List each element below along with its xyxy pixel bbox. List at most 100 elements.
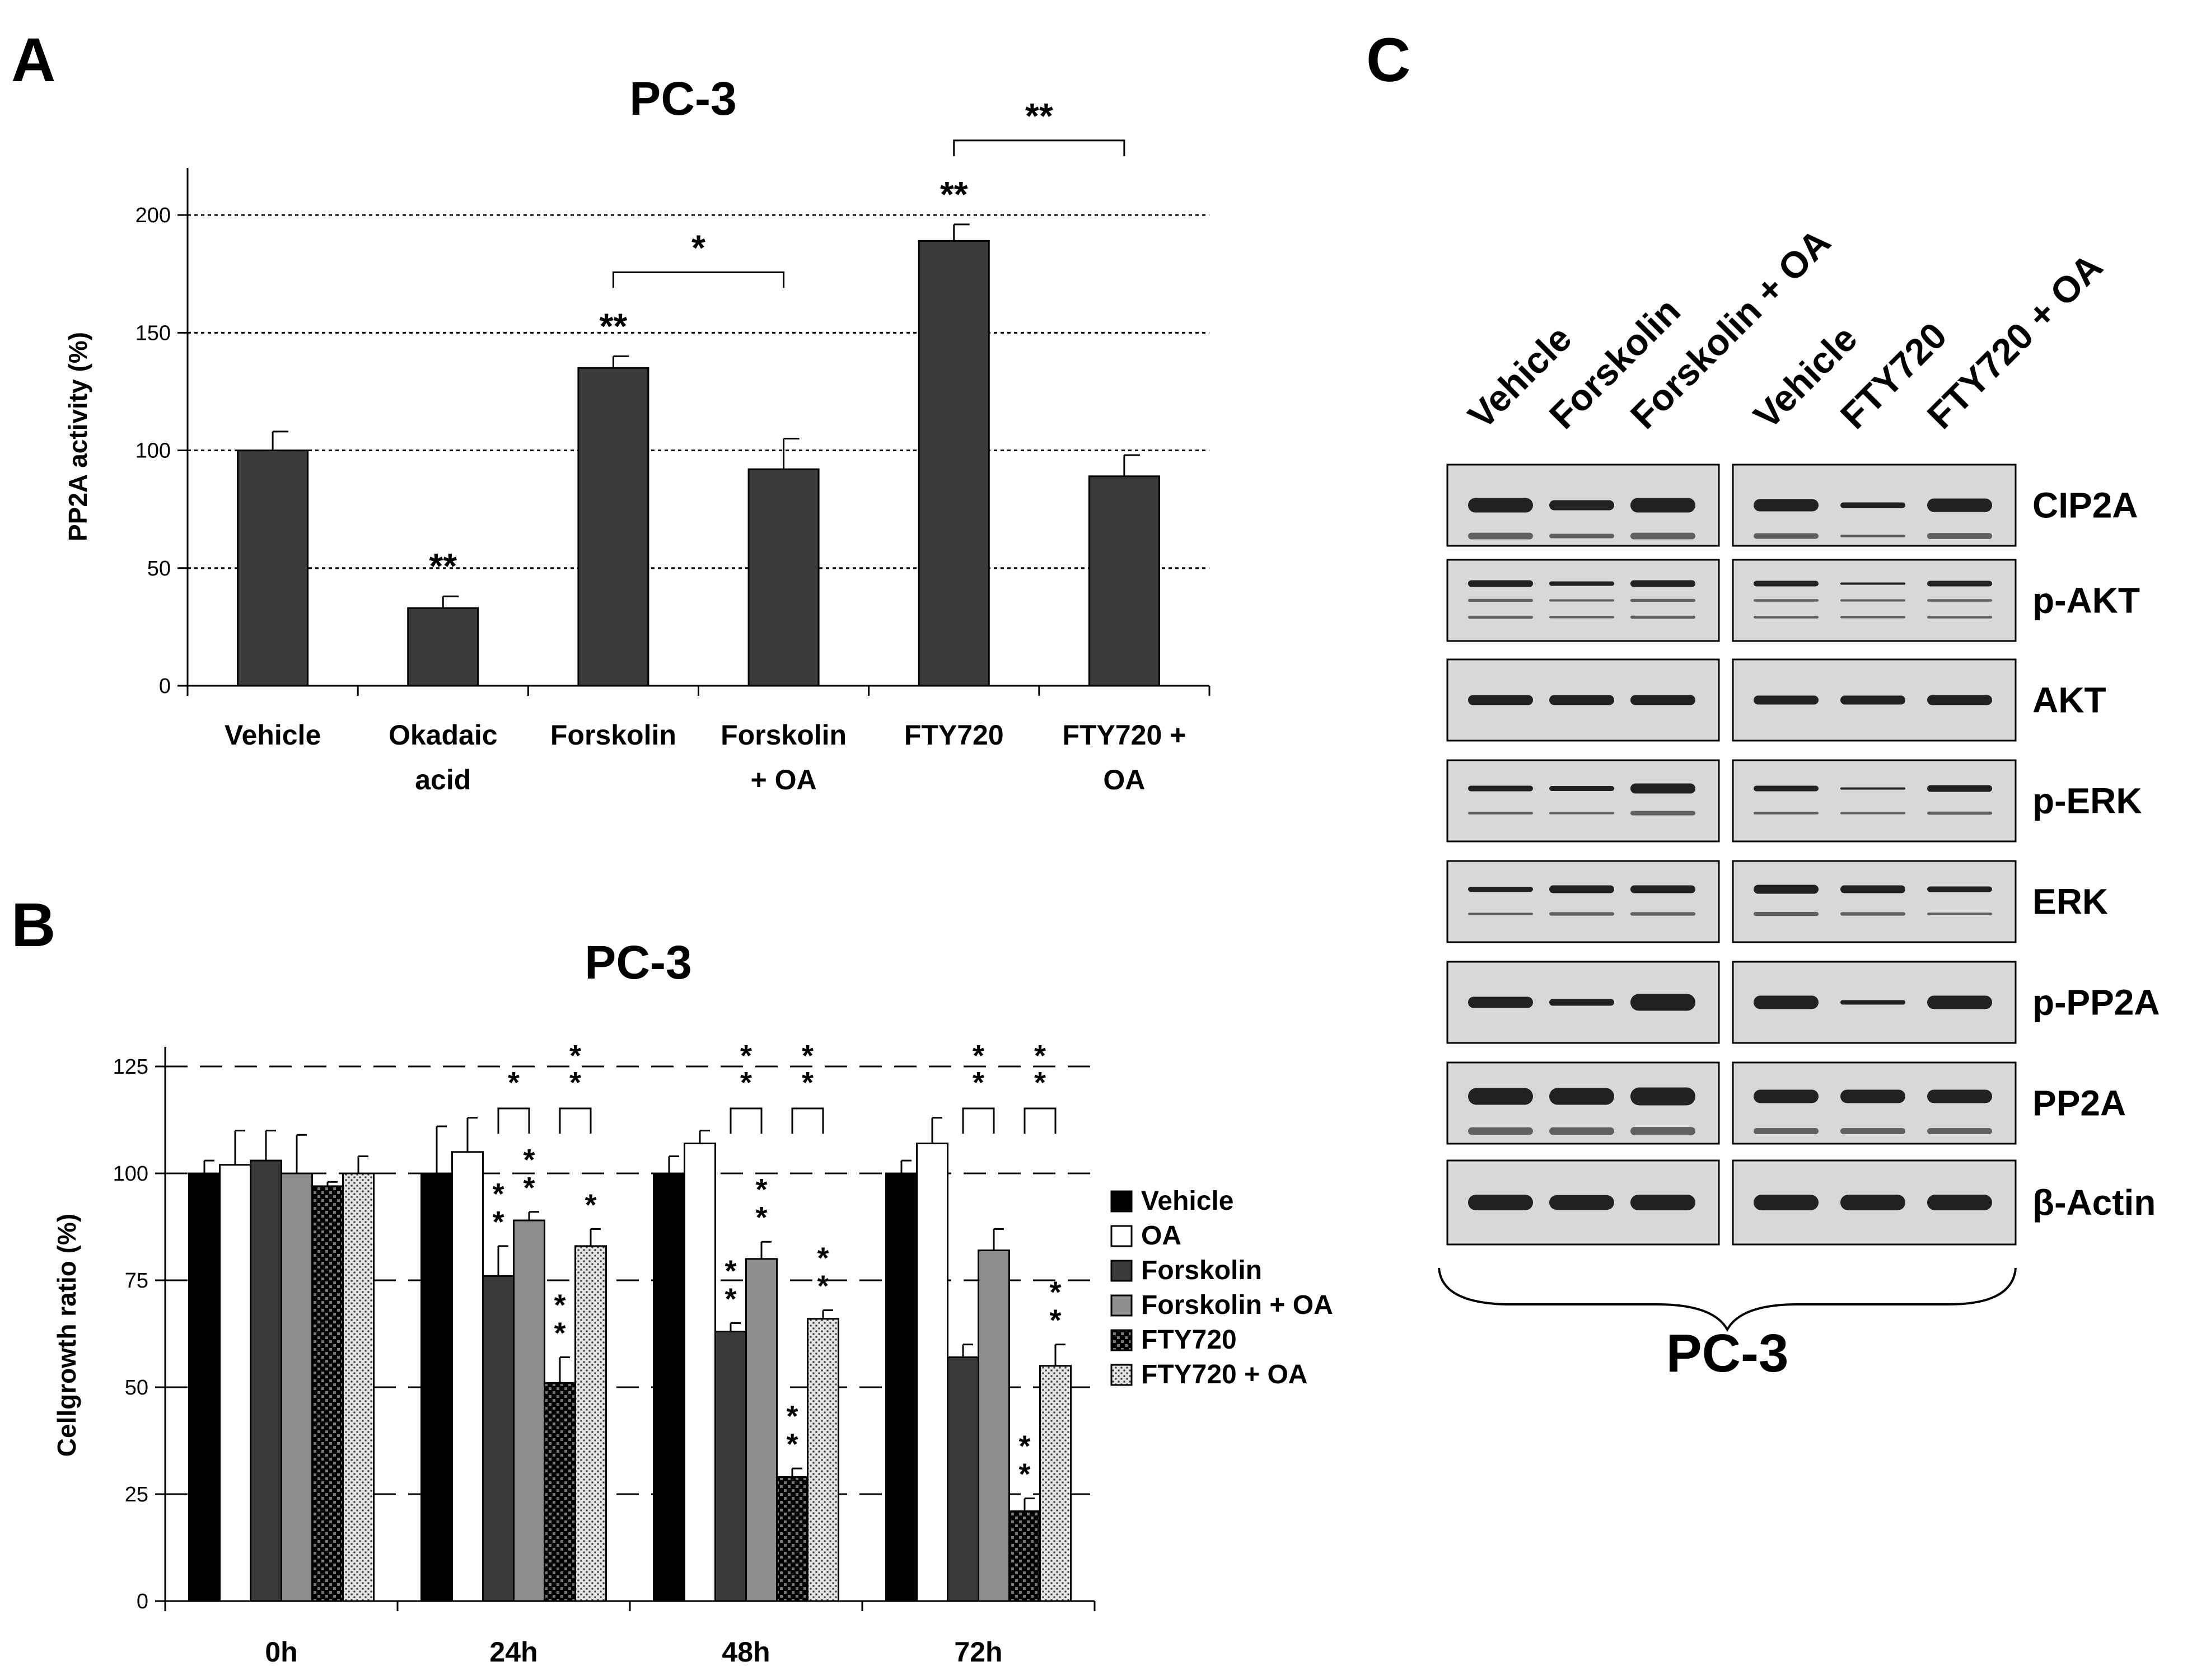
legend-label: Vehicle — [1141, 1186, 1233, 1216]
y-tick-label: 125 — [113, 1055, 148, 1079]
bar — [747, 468, 820, 687]
bar — [776, 1476, 808, 1602]
blot-band — [1927, 599, 1992, 602]
blot-band — [1754, 1089, 1819, 1103]
blot-band — [1630, 885, 1695, 893]
blot-band — [1630, 811, 1695, 816]
bar — [281, 1172, 313, 1602]
bar — [451, 1151, 484, 1602]
y-tick-label: 200 — [135, 204, 171, 227]
blot-membranes — [1446, 464, 2017, 1246]
blot-band — [1840, 695, 1905, 705]
blot-band — [1549, 695, 1614, 705]
blot-band — [1840, 1195, 1905, 1210]
y-tick-label: 25 — [125, 1483, 148, 1506]
blot-band — [1927, 811, 1992, 815]
bar — [745, 1258, 778, 1602]
panel-a-gridlines — [188, 214, 1209, 569]
blot-band — [1754, 785, 1819, 792]
blot-band — [1468, 785, 1533, 792]
bar — [342, 1172, 375, 1602]
protein-label: ERK — [2032, 882, 2108, 922]
bar — [978, 1250, 1010, 1602]
bar — [311, 1185, 344, 1602]
blot-cell-line-label: PC-3 — [1666, 1323, 1789, 1383]
significance-label: * — [1018, 1430, 1030, 1463]
blot-band — [1630, 598, 1695, 602]
panel-a: A PC-3 PP2A activity (%) 0 50 100 150 200 Ve… — [11, 26, 1210, 795]
x-tick-label: 24h — [489, 1636, 538, 1668]
panel-b: B PC-3 Cellgrowth ratio (%) 0 25 50 75 100 12… — [11, 891, 1333, 1668]
legend-label: Forskolin + OA — [1141, 1290, 1333, 1320]
x-tick-label: OA — [1103, 764, 1145, 795]
x-tick-label: Vehicle — [225, 719, 321, 751]
panel-a-significance: ********* — [429, 96, 1125, 586]
panel-b-y-axis-label: Cellgrowth ratio (%) — [52, 1214, 81, 1457]
blot-band — [1927, 1195, 1992, 1210]
bar — [250, 1159, 282, 1602]
y-tick-label: 50 — [147, 557, 171, 581]
panel-b-y-ticks: 0 25 50 75 100 125 — [113, 1055, 148, 1613]
panel-b-x-labels: 0h 24h 48h 72h — [265, 1636, 1002, 1668]
legend-label: OA — [1141, 1221, 1181, 1251]
bar — [407, 607, 479, 687]
blot-band — [1549, 812, 1614, 815]
blot-band — [1468, 580, 1533, 587]
significance-bracket — [559, 1107, 592, 1134]
significance-label: * — [492, 1177, 504, 1211]
significance-bracket — [612, 271, 785, 288]
blot-band — [1754, 885, 1819, 894]
legend-label: FTY720 + OA — [1141, 1360, 1307, 1389]
panel-a-axes — [177, 168, 1210, 696]
blot-band — [1927, 533, 1992, 539]
bracket-label: * — [740, 1039, 752, 1073]
significance-label: * — [585, 1188, 596, 1222]
bar — [684, 1143, 716, 1602]
blot-band — [1630, 532, 1695, 540]
protein-label: AKT — [2032, 680, 2106, 720]
blot-band — [1630, 695, 1695, 705]
panel-a-letter: A — [11, 26, 55, 95]
bracket-label: * — [740, 1066, 752, 1099]
bar — [653, 1172, 685, 1602]
x-tick-label: 48h — [722, 1636, 770, 1668]
bar — [1039, 1365, 1072, 1602]
blot-band — [1468, 1195, 1533, 1210]
bar — [513, 1219, 545, 1602]
blot-band — [1927, 616, 1992, 619]
blot-band — [1754, 1195, 1819, 1210]
blot-band — [1630, 1087, 1695, 1106]
blot-band — [1468, 1127, 1533, 1135]
significance-bracket — [962, 1107, 995, 1134]
blot-band — [1630, 1195, 1695, 1210]
bracket-label: ** — [1025, 96, 1053, 136]
legend-label: FTY720 — [1141, 1325, 1237, 1355]
significance-label: * — [1049, 1304, 1061, 1337]
bracket-label: * — [1034, 1066, 1046, 1099]
bar — [885, 1172, 918, 1602]
blot-band — [1468, 996, 1533, 1008]
blot-band — [1927, 498, 1992, 512]
panel-b-axes — [155, 1047, 1096, 1611]
bar — [237, 450, 309, 687]
blot-band — [1549, 1088, 1614, 1105]
bracket-label: * — [569, 1039, 581, 1073]
blot-band — [1927, 695, 1992, 705]
blot-band — [1754, 599, 1819, 602]
bar — [1088, 475, 1160, 687]
blot-band — [1549, 534, 1614, 539]
blot-band — [1927, 581, 1992, 587]
blot-band — [1754, 616, 1819, 619]
significance-bracket — [497, 1107, 530, 1134]
x-tick-label: acid — [415, 764, 471, 795]
significance-label: * — [523, 1143, 535, 1177]
legend-swatch — [1110, 1364, 1133, 1386]
protein-label: CIP2A — [2032, 485, 2138, 526]
protein-label: PP2A — [2032, 1083, 2126, 1124]
bar — [574, 1245, 607, 1602]
blot-band — [1630, 498, 1695, 513]
blot-band — [1840, 599, 1905, 602]
x-tick-label: FTY720 — [904, 719, 1004, 751]
